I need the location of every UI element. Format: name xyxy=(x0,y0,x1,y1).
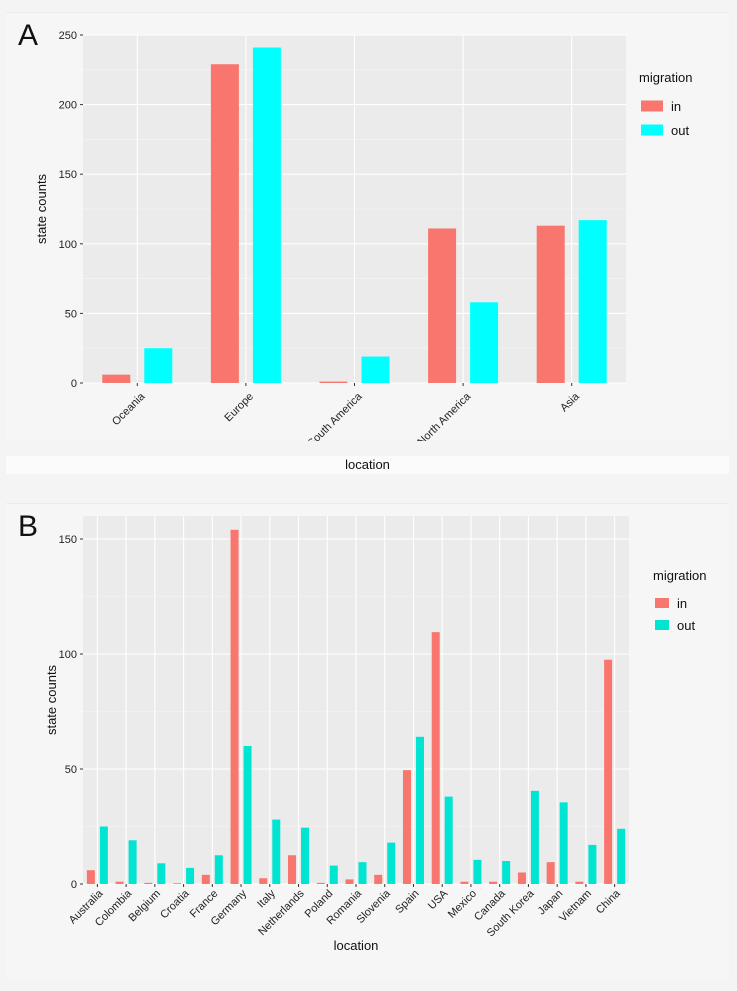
chart-b-bar-in-romania xyxy=(345,879,354,884)
chart-b-bar-in-spain xyxy=(402,770,411,884)
chart-b-bar-out-france xyxy=(214,855,223,884)
chart-b-bar-out-vietnam xyxy=(588,844,597,884)
chart-a-legend-key-out xyxy=(641,124,663,136)
chart-b-bar-out-italy xyxy=(272,819,281,884)
chart-b-bar-out-croatia xyxy=(186,867,195,884)
chart-a-bar-in-oceania xyxy=(102,374,131,383)
chart-a-y-tick-label: 150 xyxy=(59,169,77,181)
chart-a-bar-out-south-america xyxy=(361,356,390,383)
chart-b-bar-in-croatia xyxy=(173,883,182,884)
chart-a-legend-label-out: out xyxy=(671,123,689,138)
panel-a-label: A xyxy=(18,19,39,52)
chart-b-x-tick-label-usa: USA xyxy=(426,887,451,912)
chart-a-y-tick-label: 200 xyxy=(59,100,77,112)
chart-b-bar-in-poland xyxy=(316,882,325,884)
chart-a-bar-out-asia xyxy=(578,220,607,383)
panel-b: B 0 50 100 150 Australia Colombia Belgium Croat… xyxy=(6,503,729,980)
chart-b-x-tick-label-vietnam: Vietnam xyxy=(557,888,594,925)
chart-b-bar-out-romania xyxy=(358,862,367,884)
chart-a-x-tick-label-oceania: Oceania xyxy=(110,390,148,428)
chart-a-y-tick-label: 0 xyxy=(71,378,77,390)
chart-b-bar-in-belgium xyxy=(144,882,153,884)
chart-b-bar-in-netherlands xyxy=(288,855,297,884)
chart-b: 050100150AustraliaColombiaBelgiumCroatia… xyxy=(44,516,706,953)
chart-a-y-tick-label: 250 xyxy=(59,30,77,42)
panel-a: A 0 50 100 150 200 250 Oceania Europe South Amer… xyxy=(6,12,729,450)
chart-b-bar-in-south-korea xyxy=(517,872,526,884)
chart-a-x-tick-label-south-america: South America xyxy=(306,390,366,441)
chart-a-x-axis-title-strip: location xyxy=(6,456,729,474)
chart-b-bar-in-germany xyxy=(230,529,239,884)
panel-b-label: B xyxy=(18,510,39,543)
chart-b-bar-out-netherlands xyxy=(301,827,310,884)
chart-a-y-axis-title: state counts xyxy=(34,173,49,244)
chart-b-bar-in-vietnam xyxy=(575,881,584,884)
chart-b-bar-out-colombia xyxy=(128,840,137,884)
chart-a-bar-in-asia xyxy=(536,225,565,383)
chart-b-legend-title: migration xyxy=(653,568,706,583)
chart-b-bar-out-belgium xyxy=(157,863,166,884)
chart-a: 0 50 100 150 200 250 Oceania Europe South Americ… xyxy=(34,30,692,450)
chart-b-bar-in-mexico xyxy=(460,881,469,884)
chart-a-legend-title: migration xyxy=(639,70,692,85)
chart-a-bar-out-oceania xyxy=(144,348,173,383)
chart-b-bar-out-slovenia xyxy=(387,842,396,884)
chart-a-y-tick-label: 100 xyxy=(59,239,77,251)
chart-b-legend-label-in: in xyxy=(677,596,687,611)
chart-b-x-tick-label-italy: Italy xyxy=(255,887,278,910)
chart-b-bar-in-slovenia xyxy=(374,874,383,884)
chart-b-bar-in-australia xyxy=(86,870,95,884)
chart-a-bar-out-europe xyxy=(252,47,281,383)
chart-b-bar-in-france xyxy=(201,874,210,884)
chart-b-legend-key-in xyxy=(655,598,669,608)
chart-b-y-axis-title: state counts xyxy=(44,664,59,735)
chart-b-x-tick-label-croatia: Croatia xyxy=(158,887,192,921)
chart-b-bar-in-usa xyxy=(431,632,440,884)
chart-a-x-axis-title: location xyxy=(345,457,390,472)
chart-b-bar-out-australia xyxy=(99,826,108,884)
chart-b-bar-out-canada xyxy=(502,861,511,884)
chart-b-bar-out-china xyxy=(617,828,626,884)
chart-a-legend-key-in xyxy=(641,100,663,112)
chart-b-legend-key-out xyxy=(655,620,669,630)
chart-a-bar-out-north-america xyxy=(470,302,499,383)
chart-b-legend-label-out: out xyxy=(677,618,695,633)
chart-b-y-tick-label: 100 xyxy=(59,649,77,661)
chart-a-x-tick-label-europe: Europe xyxy=(222,391,256,425)
chart-a-legend-label-in: in xyxy=(671,99,681,114)
chart-b-x-tick-label-spain: Spain xyxy=(393,888,421,916)
chart-b-bar-out-mexico xyxy=(473,859,482,884)
chart-a-bar-in-north-america xyxy=(428,228,457,383)
chart-b-bar-in-colombia xyxy=(115,881,124,884)
chart-b-y-tick-label: 50 xyxy=(65,764,77,776)
chart-b-bar-in-china xyxy=(604,659,613,884)
chart-b-bar-out-germany xyxy=(243,746,252,884)
chart-a-x-tick-label-asia: Asia xyxy=(558,390,582,414)
chart-a-bar-in-europe xyxy=(210,64,239,383)
chart-b-x-tick-label-belgium: Belgium xyxy=(126,888,163,925)
chart-b-bar-out-south-korea xyxy=(530,790,539,884)
chart-a-bar-in-south-america xyxy=(319,381,348,383)
chart-b-bar-in-italy xyxy=(259,878,268,884)
chart-b-bar-out-spain xyxy=(415,736,424,884)
chart-a-y-tick-label: 50 xyxy=(65,308,77,320)
chart-b-x-axis-title: location xyxy=(334,938,379,953)
chart-b-y-tick-label: 150 xyxy=(59,534,77,546)
chart-b-bar-in-canada xyxy=(489,881,498,884)
chart-a-x-tick-label-north-america: North America xyxy=(415,390,473,441)
chart-b-bar-out-usa xyxy=(444,796,453,884)
chart-b-bar-out-japan xyxy=(559,802,568,884)
chart-b-bar-in-japan xyxy=(546,862,555,884)
chart-b-bar-out-poland xyxy=(329,865,338,884)
chart-b-y-tick-label: 0 xyxy=(71,879,77,891)
chart-b-x-tick-label-china: China xyxy=(594,887,623,916)
